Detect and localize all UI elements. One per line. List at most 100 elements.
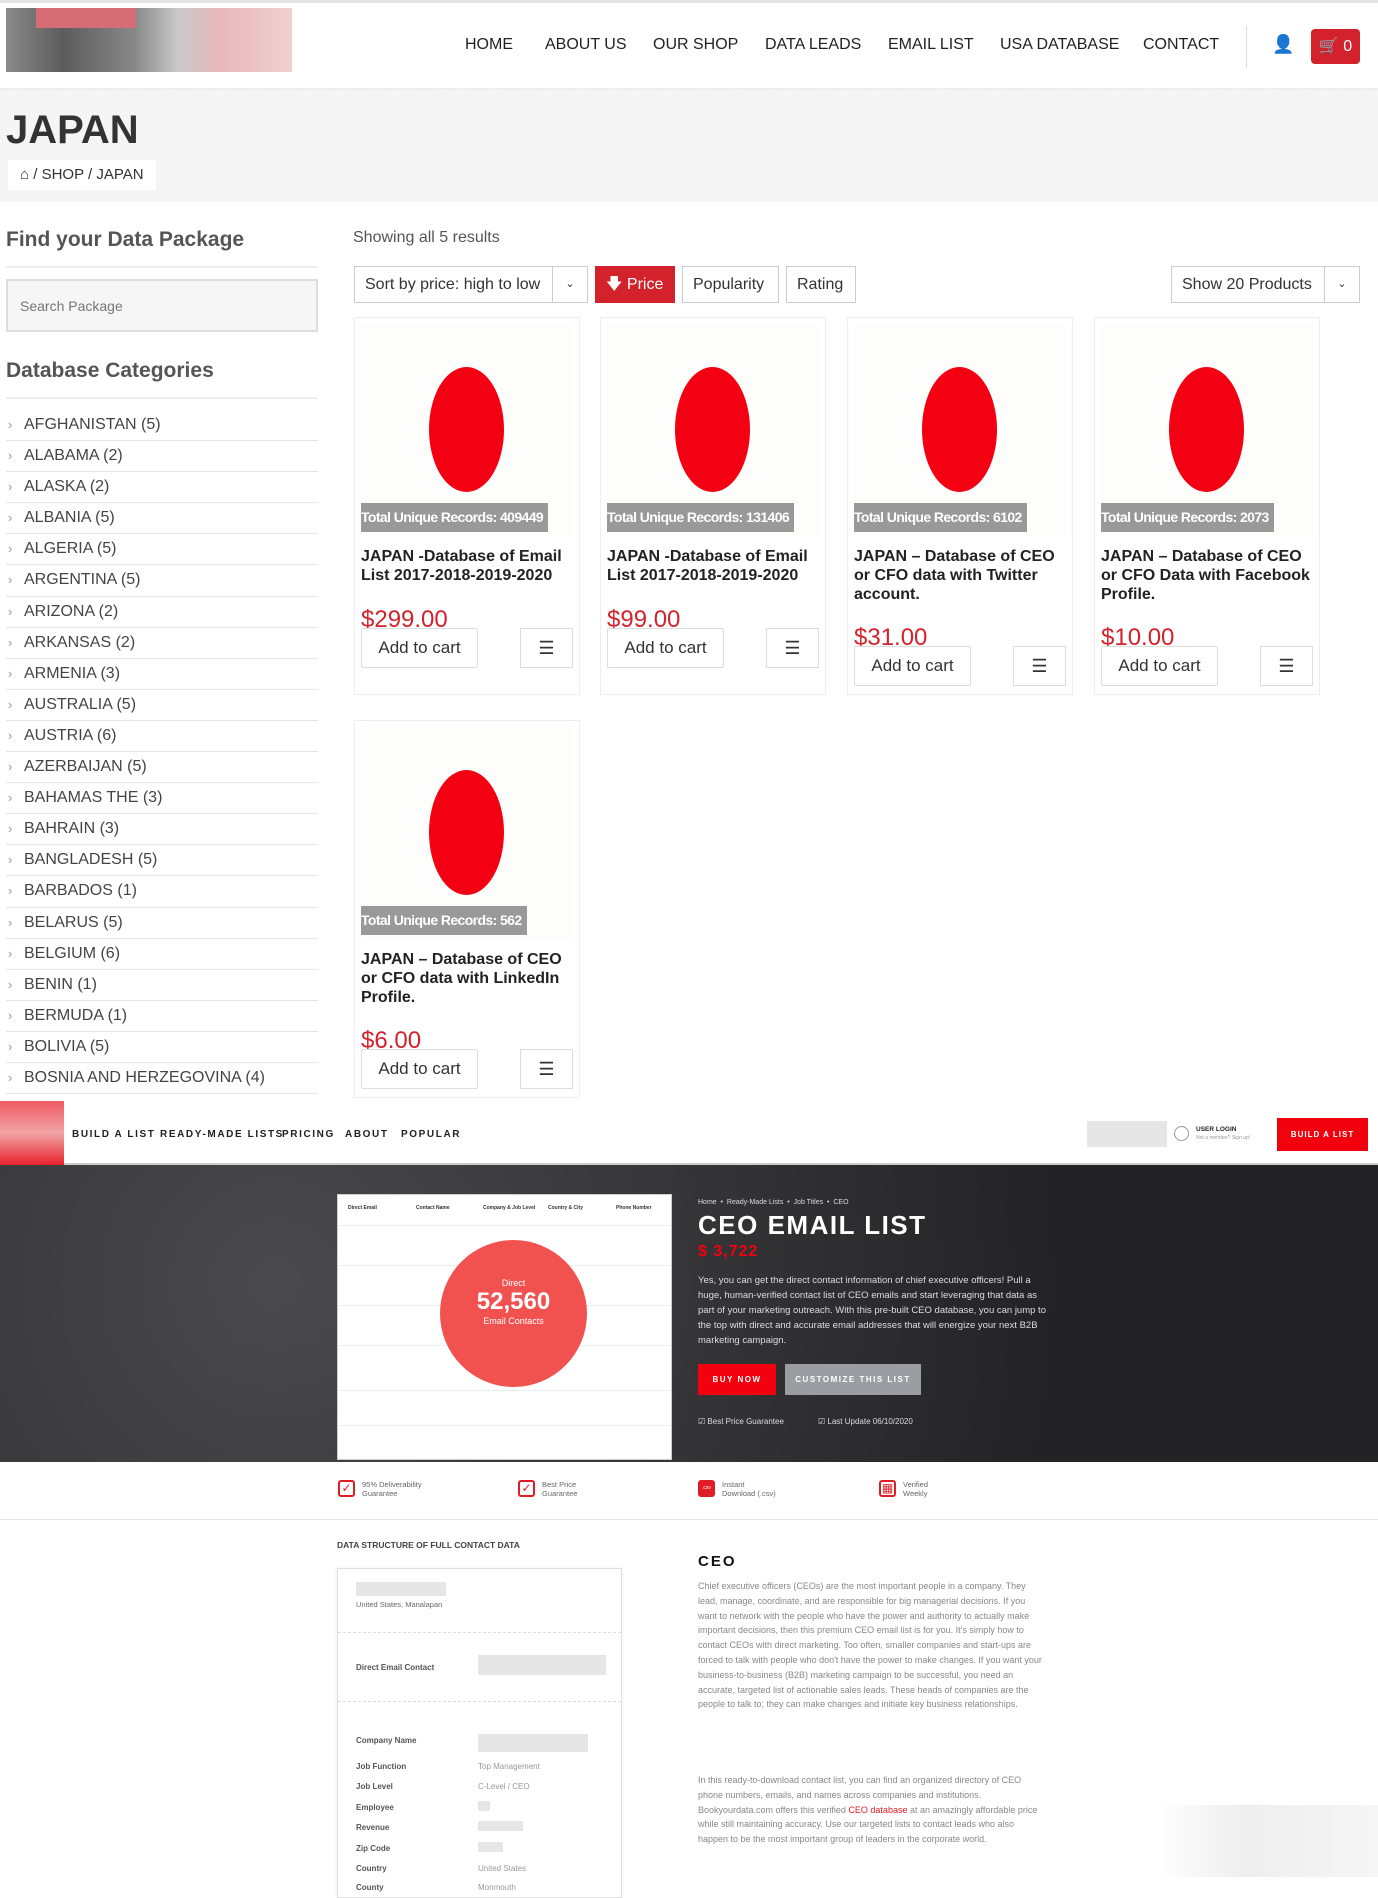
sort-rating-button[interactable]: Rating bbox=[786, 266, 856, 303]
product-card: Total Unique Records: 409449 JAPAN -Data… bbox=[354, 317, 580, 695]
field-label: Employee bbox=[356, 1803, 394, 1812]
page-title: JAPAN bbox=[6, 108, 139, 152]
category-item[interactable]: ARGENTINA (5) bbox=[6, 565, 318, 597]
category-item[interactable]: ALBANIA (5) bbox=[6, 503, 318, 535]
category-item[interactable]: BELARUS (5) bbox=[6, 908, 318, 939]
find-package-heading: Find your Data Package bbox=[6, 228, 245, 251]
product-title[interactable]: JAPAN – Database of CEO or CFO Data with… bbox=[1101, 548, 1310, 603]
japan-flag-image bbox=[675, 367, 750, 492]
ceo-database-link[interactable]: CEO database bbox=[848, 1804, 908, 1815]
buy-now-button[interactable]: BUY NOW bbox=[698, 1364, 776, 1395]
arrow-down-icon: 🡇 bbox=[606, 276, 623, 293]
list-details-icon[interactable]: ☰ bbox=[1013, 646, 1066, 686]
add-to-cart-button[interactable]: Add to cart bbox=[854, 646, 971, 686]
category-item[interactable]: ALASKA (2) bbox=[6, 472, 318, 504]
breadcrumb: ⌂ / SHOP / JAPAN bbox=[8, 160, 156, 190]
signup-link[interactable]: Not a member? Sign up! bbox=[1196, 1135, 1251, 1141]
nav-home[interactable]: HOME bbox=[465, 36, 513, 53]
product-image[interactable] bbox=[1101, 324, 1313, 536]
cart-button[interactable]: 🛒 0 bbox=[1311, 29, 1360, 64]
feature-line: Instant bbox=[722, 1480, 745, 1489]
add-to-cart-button[interactable]: Add to cart bbox=[361, 1049, 478, 1089]
product-title[interactable]: JAPAN -Database of Email List 2017-2018-… bbox=[607, 548, 808, 584]
nav-usa-database[interactable]: USA DATABASE bbox=[1000, 36, 1120, 53]
breadcrumb-current: JAPAN bbox=[96, 166, 144, 183]
nav-data-leads[interactable]: DATA LEADS bbox=[765, 36, 862, 53]
add-to-cart-button[interactable]: Add to cart bbox=[1101, 646, 1218, 686]
product-title[interactable]: JAPAN – Database of CEO or CFO data with… bbox=[854, 548, 1055, 603]
category-item[interactable]: ALGERIA (5) bbox=[6, 534, 318, 566]
category-item[interactable]: BENIN (1) bbox=[6, 970, 318, 1001]
category-item[interactable]: BARBADOS (1) bbox=[6, 876, 318, 908]
user-login-link[interactable]: USER LOGIN bbox=[1196, 1126, 1237, 1133]
divider bbox=[338, 1632, 621, 1633]
product-image[interactable] bbox=[607, 324, 819, 536]
build-list-button[interactable]: BUILD A LIST bbox=[1277, 1118, 1368, 1151]
divider bbox=[338, 1701, 621, 1702]
category-item[interactable]: BOTSWANA (4) bbox=[6, 1094, 318, 1101]
nav-our-shop[interactable]: OUR SHOP bbox=[653, 36, 739, 53]
customize-list-button[interactable]: CUSTOMIZE THIS LIST bbox=[785, 1364, 921, 1395]
list-details-icon[interactable]: ☰ bbox=[1260, 646, 1313, 686]
add-to-cart-button[interactable]: Add to cart bbox=[607, 628, 724, 668]
site2-nav-item[interactable]: ABOUT bbox=[345, 1129, 389, 1140]
feature-line: Verified bbox=[903, 1480, 929, 1489]
sort-popularity-button[interactable]: Popularity bbox=[682, 266, 779, 303]
product-image[interactable] bbox=[854, 324, 1066, 536]
category-item[interactable]: ALABAMA (2) bbox=[6, 441, 318, 473]
list-details-icon[interactable]: ☰ bbox=[766, 628, 819, 668]
site-logo[interactable] bbox=[6, 8, 292, 72]
sort-price-button[interactable]: 🡇 Price bbox=[595, 266, 675, 303]
home-icon[interactable]: ⌂ bbox=[20, 166, 30, 183]
category-item[interactable]: ARMENIA (3) bbox=[6, 659, 318, 690]
records-label: Total Unique Records: 409449 bbox=[361, 503, 549, 532]
nav-email-list[interactable]: EMAIL LIST bbox=[888, 36, 974, 53]
site2-nav-item[interactable]: BUILD A LIST bbox=[72, 1129, 156, 1140]
list-details-icon[interactable]: ☰ bbox=[520, 1049, 573, 1089]
category-item[interactable]: AUSTRALIA (5) bbox=[6, 690, 318, 721]
breadcrumb-shop[interactable]: SHOP bbox=[41, 166, 84, 183]
field-value: United States bbox=[478, 1864, 527, 1873]
category-item[interactable]: BAHRAIN (3) bbox=[6, 814, 318, 846]
category-item[interactable]: AUSTRIA (6) bbox=[6, 721, 318, 753]
product-title[interactable]: JAPAN -Database of Email List 2017-2018-… bbox=[361, 548, 562, 584]
category-item[interactable]: ARKANSAS (2) bbox=[6, 628, 318, 659]
feature-line: 95% Deliverability bbox=[362, 1480, 422, 1489]
nav-about-us[interactable]: ABOUT US bbox=[545, 36, 627, 53]
divider bbox=[6, 266, 318, 268]
category-item[interactable]: BOSNIA AND HERZEGOVINA (4) bbox=[6, 1063, 318, 1095]
category-item[interactable]: BOLIVIA (5) bbox=[6, 1032, 318, 1063]
chevron-down-icon: ⌄ bbox=[1324, 267, 1359, 302]
category-item[interactable]: AZERBAIJAN (5) bbox=[6, 752, 318, 784]
user-icon[interactable]: 👤 bbox=[1272, 34, 1295, 54]
feature-item: ▦ Verified Weekly bbox=[879, 1480, 928, 1498]
table-row-line bbox=[338, 1225, 671, 1226]
feature-item: .csv Instant Download (.csv) bbox=[698, 1480, 776, 1498]
hero-price: $ 3,722 bbox=[698, 1243, 759, 1260]
category-item[interactable]: BAHAMAS THE (3) bbox=[6, 783, 318, 815]
site2-nav-item[interactable]: POPULAR bbox=[401, 1129, 462, 1140]
hero-breadcrumb[interactable]: Home • Ready-Made Lists • Job Titles • C… bbox=[698, 1199, 849, 1206]
field-label: Company Name bbox=[356, 1736, 417, 1745]
site2-nav-item[interactable]: PRICING bbox=[282, 1129, 335, 1140]
site2-logo[interactable] bbox=[0, 1101, 64, 1165]
category-item[interactable]: ARIZONA (2) bbox=[6, 597, 318, 628]
search-package-input[interactable] bbox=[6, 279, 318, 332]
per-page-select[interactable]: Show 20 Products ⌄ bbox=[1171, 266, 1360, 303]
category-item[interactable]: BELGIUM (6) bbox=[6, 939, 318, 970]
product-image[interactable] bbox=[361, 727, 573, 939]
nav-contact[interactable]: CONTACT bbox=[1143, 36, 1220, 53]
category-item[interactable]: BANGLADESH (5) bbox=[6, 845, 318, 877]
category-item[interactable]: AFGHANISTAN (5) bbox=[6, 410, 318, 442]
badge-top: Direct bbox=[501, 1278, 526, 1288]
site2-nav-item[interactable]: READY-MADE LISTS bbox=[160, 1129, 284, 1140]
category-item[interactable]: BERMUDA (1) bbox=[6, 1001, 318, 1032]
list-details-icon[interactable]: ☰ bbox=[520, 628, 573, 668]
product-title[interactable]: JAPAN – Database of CEO or CFO data with… bbox=[361, 951, 562, 1006]
product-image[interactable] bbox=[361, 324, 573, 536]
add-to-cart-button[interactable]: Add to cart bbox=[361, 628, 478, 668]
cart-count: 0 bbox=[1343, 38, 1353, 55]
japan-flag-image bbox=[429, 770, 504, 895]
sort-select[interactable]: Sort by price: high to low ⌄ bbox=[354, 266, 588, 303]
blurred-value bbox=[478, 1842, 503, 1852]
